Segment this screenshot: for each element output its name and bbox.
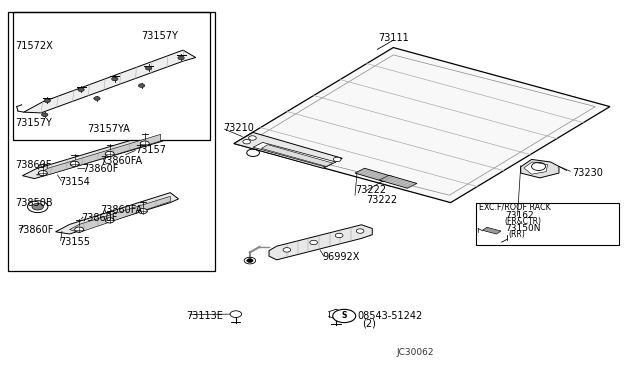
Polygon shape [483,227,501,234]
Text: 73150N: 73150N [505,224,540,233]
Circle shape [111,77,118,81]
Circle shape [28,201,48,212]
Text: 73860FA: 73860FA [100,156,142,166]
Text: (RR): (RR) [508,230,525,239]
Text: 73860F: 73860F [15,160,52,170]
Polygon shape [70,196,170,232]
Text: 73230: 73230 [572,168,603,178]
Polygon shape [253,142,336,167]
Text: S: S [342,311,347,320]
Polygon shape [261,145,333,166]
Circle shape [44,99,51,103]
Circle shape [246,259,253,262]
Polygon shape [36,134,161,175]
Text: 73860F: 73860F [17,225,54,235]
Text: 73113E: 73113E [186,311,223,321]
Circle shape [178,56,184,60]
Text: 73222: 73222 [367,195,397,205]
Text: 73860F: 73860F [81,213,117,223]
Text: 73860FA: 73860FA [100,205,142,215]
Circle shape [230,311,242,317]
Bar [8,13,215,271]
Text: 73157YA: 73157YA [88,124,130,134]
Circle shape [310,240,317,245]
Polygon shape [246,55,595,195]
Polygon shape [22,131,170,179]
Polygon shape [524,162,547,174]
Circle shape [333,157,341,161]
Circle shape [42,113,48,116]
Polygon shape [56,193,179,234]
Circle shape [138,209,147,214]
Text: 73157: 73157 [135,145,166,155]
Text: 71572X: 71572X [15,41,53,51]
Circle shape [356,229,364,233]
Text: 73155: 73155 [59,237,90,247]
Circle shape [38,170,47,176]
Circle shape [248,136,256,140]
Text: 73157Y: 73157Y [15,118,52,128]
Circle shape [335,233,343,238]
Circle shape [105,218,114,223]
Polygon shape [380,175,417,188]
Circle shape [75,227,84,232]
Circle shape [145,66,152,70]
Circle shape [243,140,250,144]
Polygon shape [234,132,342,168]
Bar [476,203,620,245]
Circle shape [333,310,356,323]
Circle shape [94,97,100,100]
Text: 73210: 73210 [223,123,254,133]
Circle shape [78,88,84,92]
Circle shape [32,203,44,210]
Polygon shape [521,160,559,178]
Text: 73111: 73111 [378,33,409,43]
Text: 96992X: 96992X [323,252,360,262]
Text: EXC.F/ROOF RACK: EXC.F/ROOF RACK [479,203,551,212]
Circle shape [138,84,145,87]
Polygon shape [24,50,196,113]
Polygon shape [269,225,372,260]
Polygon shape [234,48,610,203]
Text: (FR&CTR): (FR&CTR) [505,217,542,226]
Text: 73162: 73162 [505,211,533,220]
Text: (2): (2) [362,318,376,328]
Text: 73222: 73222 [355,185,386,195]
Text: 73850B: 73850B [15,198,53,208]
Text: 08543-51242: 08543-51242 [357,311,422,321]
Polygon shape [355,168,394,182]
Circle shape [105,151,114,157]
Text: JC30062: JC30062 [396,347,434,357]
Circle shape [70,161,79,166]
Circle shape [140,141,149,146]
Text: 73154: 73154 [59,177,90,187]
Bar [13,13,211,140]
Text: 73157Y: 73157Y [141,32,179,41]
Circle shape [283,248,291,252]
Text: 73860F: 73860F [83,164,118,174]
